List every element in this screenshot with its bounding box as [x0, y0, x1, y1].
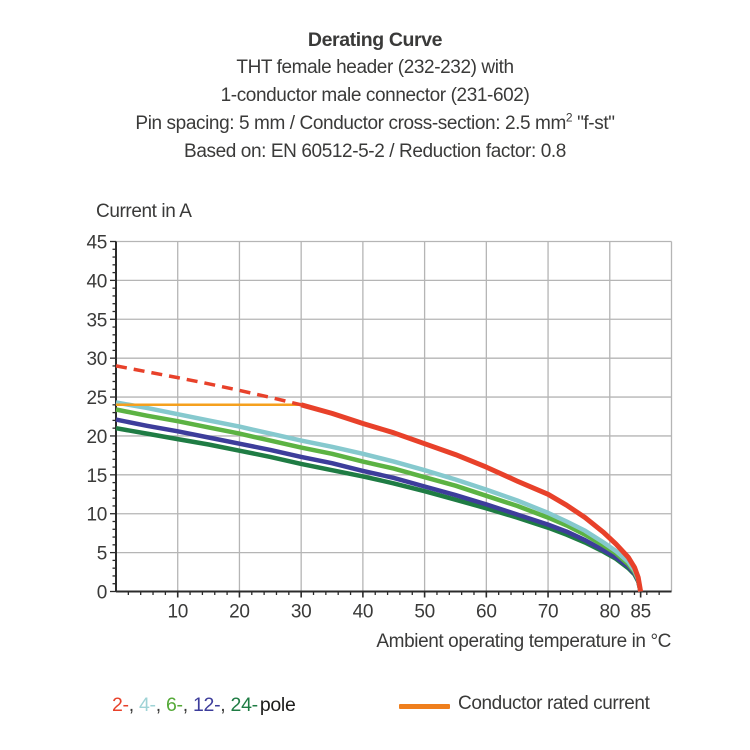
- x-tick-label: 10: [167, 602, 188, 623]
- y-tick-label: 10: [86, 505, 107, 526]
- x-tick-label: 85: [630, 602, 651, 623]
- x-tick-label: 20: [229, 602, 250, 623]
- y-tick-label: 0: [97, 583, 107, 604]
- curve-2-pole-dashed: [115, 364, 302, 407]
- rated-current-label: Conductor rated current: [458, 693, 650, 714]
- x-tick-label: 70: [538, 602, 559, 623]
- curve-2-pole: [300, 402, 644, 592]
- legend-separator: ,: [220, 694, 231, 716]
- legend: 2-, 4-, 6-, 12-, 24- pole Conductor rated…: [0, 692, 750, 724]
- x-tick-label: 80: [600, 602, 621, 623]
- legend-pole-list: 2-, 4-, 6-, 12-, 24- pole: [112, 694, 296, 717]
- curve-24-pole: [115, 425, 643, 593]
- y-tick-label: 25: [86, 388, 107, 409]
- header-line-3: Pin spacing: 5 mm / Conductor cross-sect…: [135, 110, 615, 134]
- legend-separator: ,: [155, 694, 166, 716]
- legend-pole-item-24: 24-: [230, 694, 259, 716]
- legend-separator: ,: [182, 694, 193, 716]
- y-tick-label: 40: [86, 271, 107, 292]
- y-tick-label: 5: [97, 544, 107, 565]
- curve-12-pole: [115, 417, 643, 592]
- header-line-4: Based on: EN 60512-5-2 / Reduction facto…: [184, 141, 566, 162]
- y-tick-label: 30: [86, 349, 107, 370]
- legend-pole-item-12: 12-: [193, 694, 221, 716]
- legend-pole-item-4: 4-: [139, 694, 156, 716]
- y-tick-label: 45: [86, 233, 107, 254]
- header-line-1: THT female header (232-232) with: [236, 57, 514, 78]
- legend-separator: ,: [128, 694, 139, 716]
- y-tick-label: 15: [86, 466, 107, 487]
- x-tick-label: 40: [353, 602, 374, 623]
- legend-pole-item-2: 2-: [112, 694, 129, 716]
- legend-pole-word: pole: [259, 694, 296, 716]
- chart-header: Derating Curve THT female header (232-23…: [0, 26, 750, 166]
- x-axis-title: Ambient operating temperature in °C: [376, 631, 671, 652]
- superscript-2: 2: [565, 110, 573, 125]
- y-axis-title: Current in A: [96, 201, 192, 222]
- page-title: Derating Curve: [307, 29, 443, 51]
- y-tick-label: 20: [86, 427, 107, 448]
- legend-pole-item-6: 6-: [166, 694, 183, 716]
- curve-4-pole: [115, 400, 643, 592]
- x-tick-label: 30: [291, 602, 312, 623]
- rated-current-line-swatch: [399, 704, 450, 709]
- x-tick-label: 50: [414, 602, 435, 623]
- x-tick-label: 60: [476, 602, 497, 623]
- y-tick-label: 35: [86, 310, 107, 331]
- header-line-2: 1-conductor male connector (231-602): [220, 85, 530, 106]
